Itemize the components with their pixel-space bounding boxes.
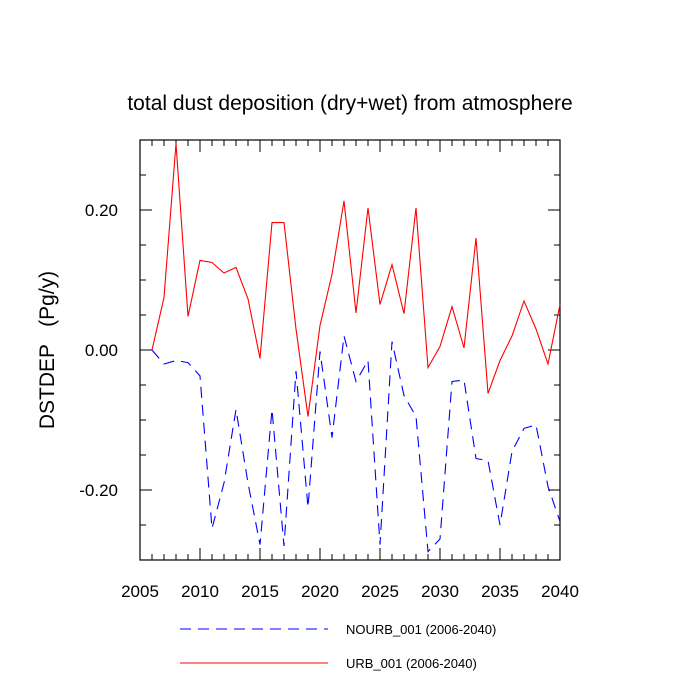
chart-title: total dust deposition (dry+wet) from atm… — [127, 92, 572, 115]
y-tick-label: 0.20 — [85, 201, 118, 220]
plot-frame — [139, 139, 561, 561]
y-tick-label: 0.00 — [85, 341, 118, 360]
plot-area: 2005 2010 2015 2020 2025 2030 2035 2040 -0.20 0.0… — [79, 139, 579, 601]
series-line-nourb-001 — [151, 335, 561, 553]
legend: NOURB_001 (2006-2040) URB_001 (2006-2040) — [180, 622, 496, 671]
x-tick-label: 2035 — [481, 582, 519, 601]
x-tick-label: 2025 — [361, 582, 399, 601]
y-tick-label: -0.20 — [79, 481, 118, 500]
x-tick-label: 2010 — [181, 582, 219, 601]
x-tick-label: 2030 — [421, 582, 459, 601]
legend-label-0: NOURB_001 (2006-2040) — [346, 622, 496, 637]
x-tick-label: 2005 — [121, 582, 159, 601]
y-axis-label: DSTDEP (Pg/y) — [36, 271, 59, 429]
x-tick-label: 2015 — [241, 582, 279, 601]
x-tick-label: 2040 — [541, 582, 579, 601]
series-line-urb-001 — [151, 143, 561, 417]
legend-label-1: URB_001 (2006-2040) — [346, 656, 477, 671]
x-tick-label: 2020 — [301, 582, 339, 601]
